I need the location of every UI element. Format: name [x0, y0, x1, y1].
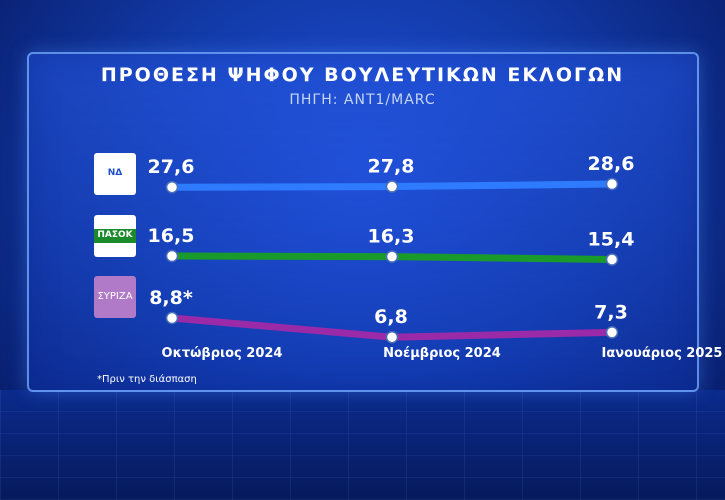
- data-point-syriza-0: [165, 311, 179, 325]
- data-point-syriza-1: [385, 330, 399, 344]
- footnote: *Πριν την διάσπαση: [97, 374, 197, 385]
- data-label-syriza-1: 6,8: [374, 306, 408, 328]
- studio-floor: [0, 390, 725, 500]
- data-point-syriza-2: [605, 326, 619, 339]
- data-point-pasok-0: [165, 249, 179, 263]
- data-point-pasok-2: [605, 253, 619, 266]
- syriza-logo: ΣΥΡΙΖΑ: [94, 276, 136, 318]
- x-tick-label-1: Νοέμβριος 2024: [383, 346, 501, 361]
- data-label-nd-2: 28,6: [588, 153, 635, 175]
- data-point-nd-0: [165, 180, 179, 194]
- data-point-nd-2: [605, 177, 619, 191]
- nd-logo-text: ΝΔ: [107, 168, 123, 179]
- x-tick-label-2: Ιανουάριος 2025: [602, 346, 723, 361]
- data-point-nd-1: [385, 180, 399, 193]
- chart-subtitle: ΠΗΓΗ: ΑΝΤ1/MARC: [289, 92, 436, 108]
- data-label-syriza-0: 8,8*: [149, 287, 193, 309]
- syriza-logo-text: ΣΥΡΙΖΑ: [97, 290, 133, 302]
- nd-logo: ΝΔ: [94, 153, 136, 195]
- data-label-nd-1: 27,8: [368, 156, 415, 178]
- chart-title: ΠΡΟΘΕΣΗ ΨΗΦΟΥ ΒΟΥΛΕΥΤΙΚΩΝ ΕΚΛΟΓΩΝ: [100, 64, 625, 86]
- pasok-logo: ΠΑΣΟΚ: [94, 215, 136, 257]
- data-label-pasok-2: 15,4: [588, 229, 635, 251]
- data-label-nd-0: 27,6: [148, 156, 195, 178]
- data-label-pasok-0: 16,5: [148, 225, 195, 247]
- data-label-syriza-2: 7,3: [594, 301, 628, 323]
- pasok-logo-text: ΠΑΣΟΚ: [94, 229, 136, 243]
- data-point-pasok-1: [385, 250, 399, 263]
- x-tick-label-0: Οκτώβριος 2024: [162, 346, 283, 361]
- data-label-pasok-1: 16,3: [368, 226, 415, 248]
